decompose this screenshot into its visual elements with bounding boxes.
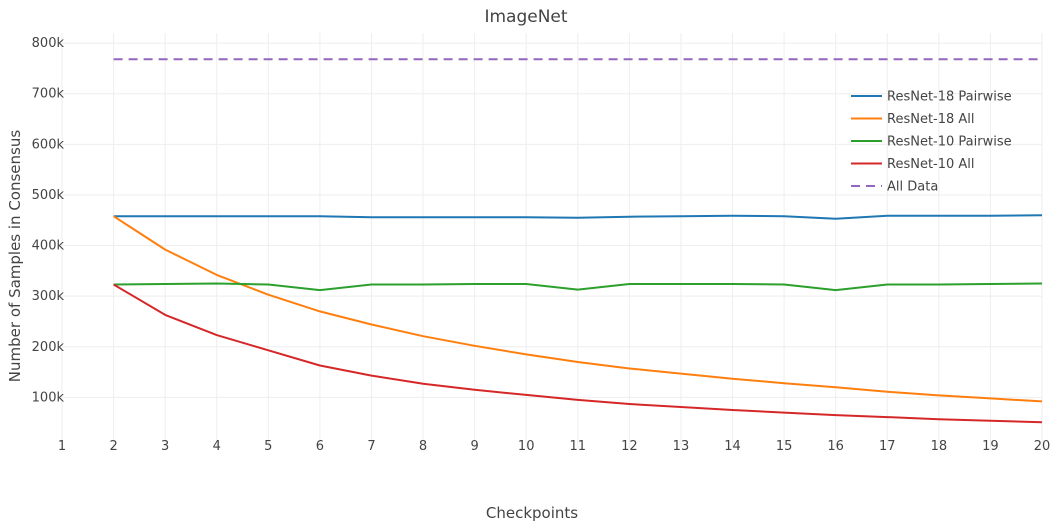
y-tick-label: 300k <box>32 289 65 304</box>
y-tick-label: 700k <box>32 87 65 102</box>
y-tick-label: 200k <box>32 340 65 355</box>
x-tick-label: 10 <box>518 439 535 454</box>
y-tick-label: 500k <box>32 188 65 203</box>
legend: ResNet-18 Pairwise ResNet-18 All ResNet-10… <box>851 90 1012 195</box>
x-tick-label: 16 <box>827 439 844 454</box>
x-tick-label: 3 <box>161 439 169 454</box>
x-tick-label: 9 <box>470 439 478 454</box>
y-axis-ticks: 100k 200k 300k 400k 500k 600k 700k 800k <box>32 36 65 405</box>
x-tick-label: 8 <box>419 439 427 454</box>
series-line-resnet-18-pairwise <box>113 214 1043 220</box>
x-axis-label: Checkpoints <box>486 504 578 522</box>
legend-item: ResNet-18 Pairwise <box>851 90 1012 105</box>
y-axis-label: Number of Samples in Consensus <box>6 130 24 383</box>
series-line-resnet-18-all <box>113 215 1043 403</box>
x-tick-label: 20 <box>1034 439 1051 454</box>
x-tick-label: 1 <box>58 439 66 454</box>
legend-item: ResNet-18 All <box>851 112 975 127</box>
legend-label: ResNet-18 All <box>887 112 975 127</box>
legend-item: ResNet-10 All <box>851 157 975 172</box>
legend-item: All Data <box>851 180 938 195</box>
legend-label: ResNet-10 Pairwise <box>887 135 1012 150</box>
x-tick-label: 6 <box>316 439 324 454</box>
series-line-resnet-10-pairwise <box>113 282 1043 292</box>
x-tick-label: 2 <box>109 439 117 454</box>
y-tick-label: 400k <box>32 239 65 254</box>
y-tick-label: 100k <box>32 390 65 405</box>
legend-label: All Data <box>887 180 938 195</box>
series-lines <box>113 58 1043 424</box>
x-tick-label: 4 <box>213 439 221 454</box>
chart-title: ImageNet <box>484 7 567 27</box>
x-tick-label: 19 <box>982 439 999 454</box>
y-tick-label: 800k <box>32 36 65 51</box>
x-tick-label: 5 <box>264 439 272 454</box>
x-tick-label: 14 <box>724 439 741 454</box>
x-tick-label: 18 <box>931 439 948 454</box>
x-tick-label: 7 <box>367 439 375 454</box>
legend-item: ResNet-10 Pairwise <box>851 135 1012 150</box>
y-tick-label: 600k <box>32 137 65 152</box>
x-tick-label: 12 <box>621 439 638 454</box>
legend-label: ResNet-10 All <box>887 157 975 172</box>
x-axis-ticks: 1 2 3 4 5 6 7 8 9 10 11 12 13 14 15 16 17 18 19 20 <box>58 439 1050 454</box>
x-tick-label: 13 <box>673 439 690 454</box>
x-tick-label: 15 <box>776 439 793 454</box>
series-line-resnet-10-all <box>113 283 1043 424</box>
x-tick-label: 17 <box>879 439 896 454</box>
x-tick-label: 11 <box>570 439 587 454</box>
legend-label: ResNet-18 Pairwise <box>887 90 1012 105</box>
